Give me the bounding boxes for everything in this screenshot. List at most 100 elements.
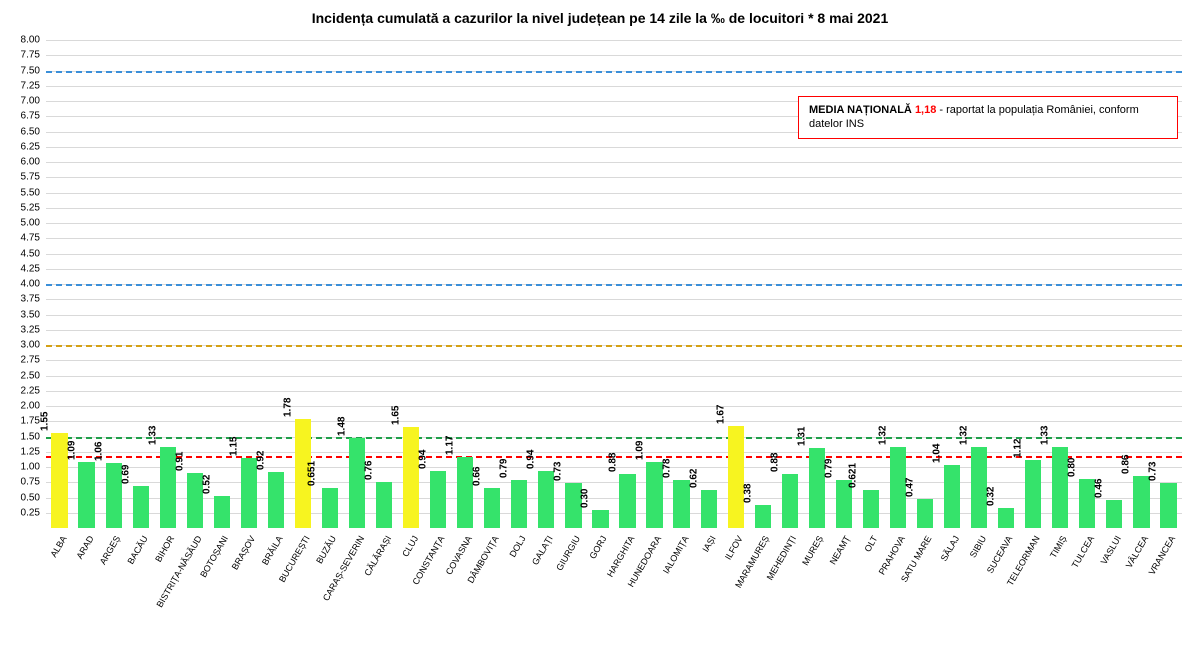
x-label-slot: TIMIȘ (1047, 528, 1074, 648)
chart-title: Incidența cumulată a cazurilor la nivel … (0, 10, 1200, 26)
y-tick-label: 4.75 (21, 233, 40, 244)
bar-value-label: 1.55 (39, 412, 50, 431)
x-category-label: ARGEȘ (98, 534, 122, 566)
x-category-label: ALBA (48, 534, 68, 559)
bar-value-label: 0.30 (580, 488, 591, 507)
y-tick-label: 7.75 (21, 50, 40, 61)
y-tick-label: 5.50 (21, 187, 40, 198)
x-category-label: BRĂILA (260, 534, 285, 567)
x-label-slot: MARAMUREȘ (749, 528, 776, 648)
x-category-label: GORJ (588, 534, 609, 561)
x-label-slot: CLUJ (398, 528, 425, 648)
x-label-slot: PRAHOVA (884, 528, 911, 648)
y-tick-label: 3.00 (21, 340, 40, 351)
bar: 1.65 (403, 427, 419, 528)
y-tick-label: 5.00 (21, 218, 40, 229)
x-category-label: SIBIU (967, 534, 987, 559)
x-label-slot: IALOMIȚA (668, 528, 695, 648)
bar-slot: 0.92 (262, 40, 289, 528)
x-label-slot: CARAȘ-SEVERIN (344, 528, 371, 648)
bar: 0.38 (755, 505, 771, 528)
y-tick-label: 6.00 (21, 157, 40, 168)
bar-slot: 0.62 (695, 40, 722, 528)
bar: 0.79 (511, 480, 527, 528)
y-tick-label: 7.25 (21, 80, 40, 91)
bar-value-label: 1.15 (228, 436, 239, 455)
bar: 1.04 (944, 465, 960, 528)
x-label-slot: TULCEA (1074, 528, 1101, 648)
y-tick-label: 6.25 (21, 141, 40, 152)
x-category-label: VASLUI (1099, 534, 1123, 566)
x-label-slot: GALAȚI (533, 528, 560, 648)
y-tick-label: 2.75 (21, 355, 40, 366)
x-category-label: VÂLCEA (1124, 534, 1150, 570)
x-label-slot: BRAȘOV (235, 528, 262, 648)
x-label-slot: VÂLCEA (1128, 528, 1155, 648)
x-label-slot: DOLJ (506, 528, 533, 648)
bar-value-label: 0.94 (417, 449, 428, 468)
x-category-label: CLUJ (400, 534, 420, 558)
x-label-slot: IAȘI (695, 528, 722, 648)
national-average-legend: MEDIA NAȚIONALĂ 1,18 - raportat la popul… (798, 96, 1178, 139)
bar-value-label: 0.38 (742, 483, 753, 502)
bar-value-label: 1.04 (931, 443, 942, 462)
legend-value: 1,18 (915, 104, 936, 116)
x-label-slot: NEAMȚ (830, 528, 857, 648)
bar-value-label: 0.66 (472, 466, 483, 485)
bar-value-label: 1.32 (877, 426, 888, 445)
x-label-slot: COVASNA (452, 528, 479, 648)
bar-slot: 0.78 (668, 40, 695, 528)
y-tick-label: 4.50 (21, 248, 40, 259)
bar: 0.76 (376, 482, 392, 528)
y-tick-label: 1.25 (21, 446, 40, 457)
bar: 0.86 (1133, 476, 1149, 528)
bar: 0.94 (430, 471, 446, 528)
bar-value-label: 0.88 (769, 453, 780, 472)
bar: 0.73 (1160, 483, 1176, 528)
bar: 1.09 (646, 462, 662, 528)
bar-slot: 0.69 (127, 40, 154, 528)
bar-slot: 1.78 (289, 40, 316, 528)
bar: 0.92 (268, 472, 284, 528)
x-label-slot: ILFOV (722, 528, 749, 648)
bar-value-label: 0.79 (499, 458, 510, 477)
x-category-label: BACĂU (125, 534, 149, 566)
bar-value-label: 1.09 (66, 440, 77, 459)
bar-value-label: 0.94 (526, 449, 537, 468)
x-category-label: NEAMȚ (828, 534, 852, 566)
bar: 0.651 (322, 488, 338, 528)
y-tick-label: 6.75 (21, 111, 40, 122)
y-tick-label: 7.00 (21, 96, 40, 107)
bar-slot: 1.67 (722, 40, 749, 528)
x-label-slot: MUREȘ (803, 528, 830, 648)
x-label-slot: SĂLAJ (939, 528, 966, 648)
y-tick-label: 2.25 (21, 385, 40, 396)
y-tick-label: 3.25 (21, 324, 40, 335)
bar-value-label: 0.80 (1067, 458, 1078, 477)
bar-value-label: 1.67 (715, 405, 726, 424)
y-tick-label: 4.00 (21, 279, 40, 290)
x-label-slot: VASLUI (1101, 528, 1128, 648)
bar-slot: 1.17 (452, 40, 479, 528)
y-tick-label: 6.50 (21, 126, 40, 137)
x-category-label: TULCEA (1070, 534, 1096, 570)
bar: 0.52 (214, 496, 230, 528)
x-category-label: BIHOR (153, 534, 176, 564)
bar: 0.32 (998, 508, 1014, 528)
x-category-label: MUREȘ (801, 534, 826, 567)
x-category-label: BUZĂU (315, 534, 339, 565)
bar: 0.88 (782, 474, 798, 528)
x-label-slot: BUCUREȘTI (289, 528, 316, 648)
bar-value-label: 1.33 (147, 425, 158, 444)
bar-value-label: 0.86 (1121, 454, 1132, 473)
bar-value-label: 1.33 (1040, 425, 1051, 444)
y-tick-label: 5.75 (21, 172, 40, 183)
legend-title: MEDIA NAȚIONALĂ (809, 104, 912, 116)
bar-slot: 0.73 (560, 40, 587, 528)
bar-slot: 0.94 (533, 40, 560, 528)
bar-value-label: 0.79 (823, 458, 834, 477)
bar-value-label: 0.73 (1148, 462, 1159, 481)
bar: 0.66 (484, 488, 500, 528)
bar: 0.78 (673, 480, 689, 528)
x-label-slot: BOTOȘANI (208, 528, 235, 648)
